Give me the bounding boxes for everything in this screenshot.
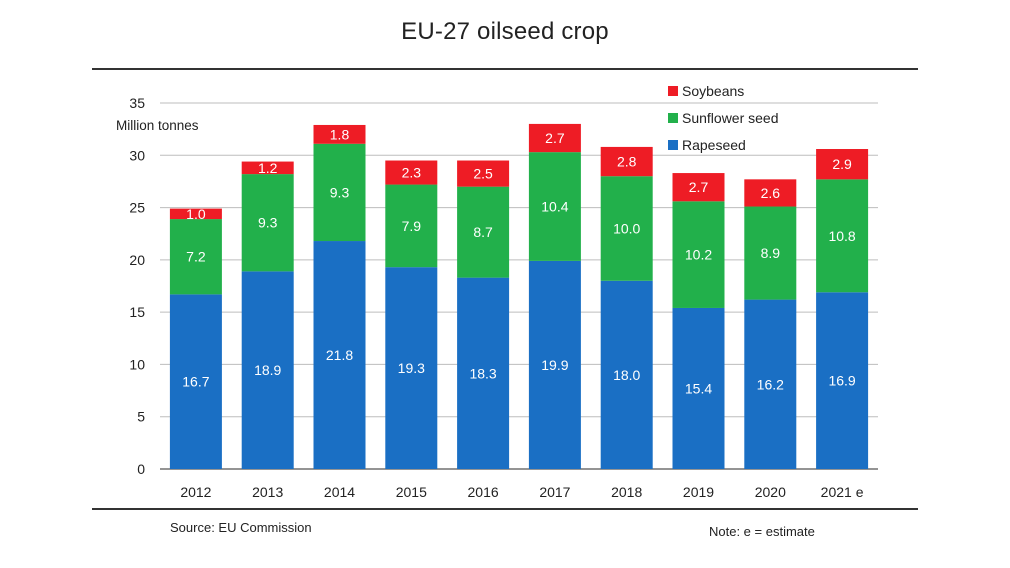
data-label: 7.9	[402, 218, 422, 234]
legend: Soybeans Sunflower seed Rapeseed	[668, 83, 779, 153]
data-label: 8.9	[761, 245, 781, 261]
legend-swatch	[668, 86, 678, 96]
bar-segment-soybeans	[528, 123, 581, 153]
y-tick-label: 35	[129, 95, 145, 111]
x-tick-label: 2017	[539, 484, 570, 500]
bar-segment-soybeans	[169, 208, 222, 220]
data-label: 10.4	[541, 199, 568, 215]
data-label: 16.7	[182, 374, 209, 390]
data-label: 18.0	[613, 367, 640, 383]
y-tick-label: 5	[137, 409, 145, 425]
data-label: 16.9	[828, 373, 855, 389]
legend-swatch	[668, 140, 678, 150]
bottom-rule	[92, 508, 918, 510]
bar-segment-rapeseed	[313, 241, 366, 469]
source-note: Source: EU Commission	[170, 520, 312, 535]
data-label: 2.8	[617, 154, 637, 170]
bar-segment-rapeseed	[816, 292, 869, 469]
x-tick-label: 2021 e	[821, 484, 864, 500]
bar-segment-rapeseed	[169, 294, 222, 469]
bar-segment-rapeseed	[672, 307, 725, 469]
bars: 16.7 7.2 1.0 18.9 9.3 1.2 21.8 9.3 1.8 19.3 7.9 2.3…	[169, 123, 869, 469]
data-label: 2.6	[761, 185, 781, 201]
bar-segment-rapeseed	[528, 260, 581, 469]
data-label: 9.3	[258, 215, 278, 231]
bar-segment-sunflower-seed	[385, 184, 438, 268]
bar-segment-rapeseed	[385, 267, 438, 469]
y-tick-label: 0	[137, 461, 145, 477]
y-tick-label: 15	[129, 304, 145, 320]
bar-segment-soybeans	[672, 173, 725, 202]
bar-segment-sunflower-seed	[241, 174, 294, 272]
y-axis-label: Million tonnes	[116, 118, 199, 133]
x-tick-label: 2014	[324, 484, 355, 500]
bar-segment-soybeans	[816, 149, 869, 180]
x-tick-label: 2018	[611, 484, 642, 500]
data-label: 7.2	[186, 249, 206, 265]
data-label: 1.8	[330, 126, 350, 142]
x-tick-label: 2019	[683, 484, 714, 500]
bar-segment-soybeans	[313, 124, 366, 144]
x-tick-label: 2012	[180, 484, 211, 500]
legend-label: Soybeans	[682, 83, 744, 99]
data-label: 2.7	[689, 179, 709, 195]
data-label: 1.0	[186, 206, 206, 222]
bar-segment-sunflower-seed	[672, 201, 725, 308]
data-label: 2.3	[402, 165, 422, 181]
data-label: 2.9	[832, 156, 852, 172]
data-label: 2.5	[473, 166, 493, 182]
data-label: 15.4	[685, 380, 712, 396]
estimate-note: Note: e = estimate	[709, 524, 815, 539]
axes: 0 5 10 15 20 25 30 35 Million tonnes 2012 2013 2014…	[116, 95, 864, 500]
data-label: 9.3	[330, 184, 350, 200]
data-label: 16.2	[757, 376, 784, 392]
y-tick-label: 25	[129, 200, 145, 216]
bar-segment-sunflower-seed	[744, 206, 797, 300]
y-tick-label: 10	[129, 356, 145, 372]
bar-segment-soybeans	[385, 160, 438, 185]
bar-segment-sunflower-seed	[169, 219, 222, 295]
bar-segment-sunflower-seed	[600, 176, 653, 281]
legend-label: Sunflower seed	[682, 110, 779, 126]
bar-segment-sunflower-seed	[816, 179, 869, 293]
data-label: 19.3	[398, 360, 425, 376]
y-tick-label: 20	[129, 252, 145, 268]
legend-label: Rapeseed	[682, 137, 746, 153]
bar-segment-rapeseed	[744, 299, 797, 469]
x-tick-label: 2015	[396, 484, 427, 500]
data-label: 21.8	[326, 347, 353, 363]
bar-segment-rapeseed	[457, 277, 510, 469]
top-rule	[92, 68, 918, 70]
data-label: 18.3	[469, 365, 496, 381]
legend-swatch	[668, 113, 678, 123]
bar-segment-sunflower-seed	[457, 186, 510, 278]
chart-title: EU-27 oilseed crop	[401, 18, 609, 45]
x-tick-label: 2016	[468, 484, 499, 500]
data-label: 8.7	[473, 224, 493, 240]
y-tick-label: 30	[129, 147, 145, 163]
bar-segment-soybeans	[241, 161, 294, 175]
data-label: 18.9	[254, 362, 281, 378]
bar-segment-soybeans	[600, 146, 653, 177]
bar-segment-rapeseed	[241, 271, 294, 469]
x-tick-label: 2013	[252, 484, 283, 500]
bar-segment-soybeans	[744, 179, 797, 207]
data-label: 10.8	[828, 228, 855, 244]
data-label: 10.2	[685, 247, 712, 263]
data-label: 2.7	[545, 130, 565, 146]
bar-segment-rapeseed	[600, 280, 653, 469]
data-label: 1.2	[258, 160, 278, 176]
bar-segment-soybeans	[457, 160, 510, 187]
bar-segment-sunflower-seed	[313, 143, 366, 242]
data-label: 19.9	[541, 357, 568, 373]
bar-segment-sunflower-seed	[528, 152, 581, 261]
x-tick-label: 2020	[755, 484, 786, 500]
data-label: 10.0	[613, 220, 640, 236]
